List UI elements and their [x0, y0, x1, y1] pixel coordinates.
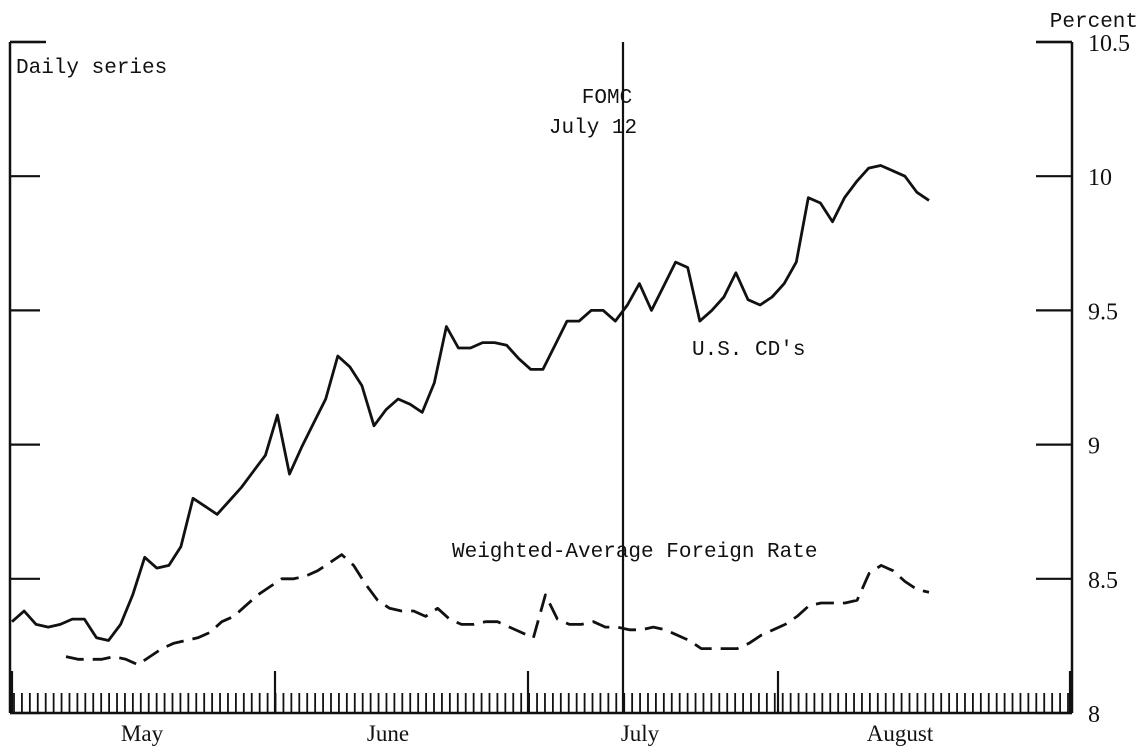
series-line-us-cds — [11, 164, 930, 642]
fomc-annotation-line1: FOMC — [582, 87, 632, 110]
fomc-annotation-line2: July 12 — [549, 117, 637, 140]
y-tick-label: 10.5 — [1088, 31, 1130, 57]
y-axis-ticks — [10, 40, 1072, 715]
y-tick-labels: 8 8.5 9 9.5 10 10.5 — [1088, 31, 1130, 728]
y-tick-label: 8 — [1088, 702, 1100, 728]
series-label-us-cds: U.S. CD's — [692, 339, 805, 362]
x-month-labels: May June July August — [121, 721, 934, 746]
x-month-label: May — [121, 721, 164, 746]
series-label-foreign-rate: Weighted-Average Foreign Rate — [452, 541, 817, 564]
y-tick-label: 10 — [1088, 165, 1112, 191]
x-axis-ticks — [10, 671, 1072, 713]
x-month-label: August — [867, 721, 934, 746]
y-tick-label: 9 — [1088, 434, 1100, 460]
x-month-label: July — [621, 721, 660, 746]
plot-frame — [8, 40, 1074, 715]
y-tick-label: 8.5 — [1088, 568, 1118, 594]
series-line-foreign-rate — [65, 553, 930, 667]
y-axis-title: Percent — [1050, 11, 1138, 34]
x-month-label: June — [367, 721, 409, 746]
series-layer — [11, 164, 930, 667]
y-tick-label: 9.5 — [1088, 299, 1118, 325]
corner-label: Daily series — [16, 57, 167, 80]
